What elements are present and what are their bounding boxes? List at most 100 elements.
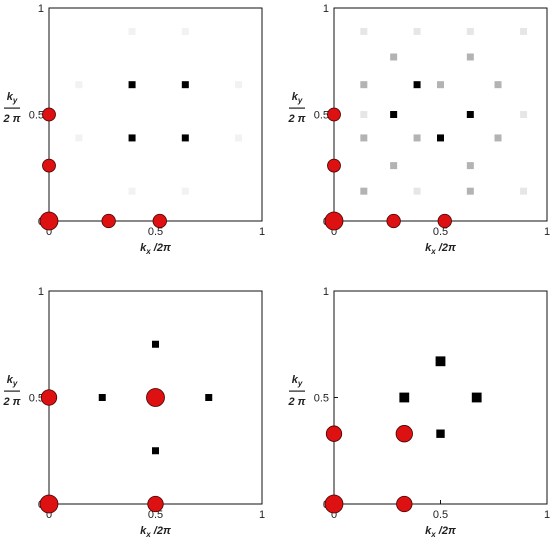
y-tick-label: 1 (323, 3, 329, 15)
y-axis-label-numerator: ky (292, 91, 303, 105)
red-circle-point (325, 425, 343, 442)
square-point (152, 447, 159, 455)
red-circle-point (42, 158, 56, 173)
square-point (466, 27, 474, 35)
x-tick-label: 0 (331, 509, 337, 521)
y-tick-label: 0.5 (314, 110, 329, 122)
square-point (390, 111, 398, 118)
x-tick-label: 1 (259, 509, 265, 521)
square-point (360, 111, 368, 118)
y-axis-label-denominator: 2 π (2, 396, 20, 408)
y-tick-label: 1 (38, 3, 44, 15)
red-circle-point (327, 107, 341, 122)
square-point (413, 27, 421, 35)
y-axis-label-denominator: 2 π (287, 113, 305, 125)
x-tick-label: 0 (331, 226, 337, 238)
square-point (494, 81, 502, 89)
red-circle-point (39, 211, 59, 231)
square-point (75, 134, 83, 142)
x-tick-label: 1 (544, 226, 550, 238)
square-point (181, 134, 189, 142)
square-point (494, 134, 502, 142)
red-circle-point (101, 213, 116, 229)
square-point (98, 394, 106, 401)
square-point (520, 111, 528, 118)
x-tick-label: 1 (259, 226, 265, 238)
red-circle-point (396, 495, 413, 513)
square-point (181, 27, 189, 35)
red-circle-point (324, 211, 344, 231)
square-point (437, 134, 444, 142)
x-axis-label: kx /2π (140, 242, 171, 256)
red-circle-point (324, 494, 344, 514)
square-point (360, 81, 368, 89)
square-point (436, 429, 445, 438)
red-circle-point (395, 425, 413, 443)
square-point (437, 81, 444, 89)
square-point (435, 356, 446, 367)
square-point (466, 162, 474, 170)
x-axis-label: kx /2π (425, 242, 456, 256)
red-circle-point (327, 158, 341, 173)
y-axis-label-numerator: ky (292, 374, 303, 388)
square-point (181, 187, 189, 195)
square-point (466, 187, 474, 195)
y-tick-label: 1 (323, 286, 329, 298)
square-point (181, 81, 189, 89)
square-point (413, 187, 421, 195)
square-point (413, 134, 421, 142)
square-point (399, 392, 410, 403)
red-circle-point (147, 495, 164, 513)
y-tick-label: 0.5 (29, 110, 44, 122)
x-axis-label: kx /2π (425, 525, 456, 539)
y-axis-label-numerator: ky (7, 91, 18, 105)
x-tick-label: 0.5 (433, 226, 448, 238)
plot-frame (333, 290, 548, 505)
square-point (128, 187, 136, 195)
square-point (235, 81, 243, 89)
x-tick-label: 0.5 (148, 226, 163, 238)
square-point (520, 187, 528, 195)
square-point (75, 81, 83, 89)
x-axis-label: kx /2π (140, 525, 171, 539)
square-point (128, 134, 136, 142)
square-point (152, 340, 159, 348)
y-tick-label: 1 (38, 286, 44, 298)
x-tick-label: 0.5 (148, 509, 163, 521)
red-circle-point (42, 107, 56, 122)
square-point (235, 134, 243, 142)
red-circle-point (39, 494, 59, 514)
y-axis-label-numerator: ky (7, 374, 18, 388)
square-point (471, 392, 482, 403)
x-tick-label: 0 (46, 226, 52, 238)
plot-frame (48, 7, 263, 222)
red-circle-point (146, 388, 165, 407)
square-point (205, 394, 213, 401)
square-point (360, 187, 368, 195)
y-tick-label: 0.5 (29, 393, 44, 405)
square-point (520, 27, 528, 35)
square-point (128, 81, 136, 89)
red-circle-point (152, 213, 167, 229)
y-axis-label-denominator: 2 π (287, 396, 305, 408)
y-tick-label: 0.5 (314, 393, 329, 405)
y-axis-label-denominator: 2 π (2, 113, 20, 125)
x-tick-label: 1 (544, 509, 550, 521)
red-circle-point (386, 213, 401, 229)
square-point (128, 27, 136, 35)
square-point (413, 81, 421, 89)
square-point (390, 53, 398, 61)
square-point (360, 27, 368, 35)
square-point (360, 134, 368, 142)
x-tick-label: 0 (46, 509, 52, 521)
square-point (466, 53, 474, 61)
square-point (390, 162, 398, 170)
x-tick-label: 0.5 (433, 509, 448, 521)
red-circle-point (437, 213, 452, 229)
red-circle-point (40, 389, 58, 406)
